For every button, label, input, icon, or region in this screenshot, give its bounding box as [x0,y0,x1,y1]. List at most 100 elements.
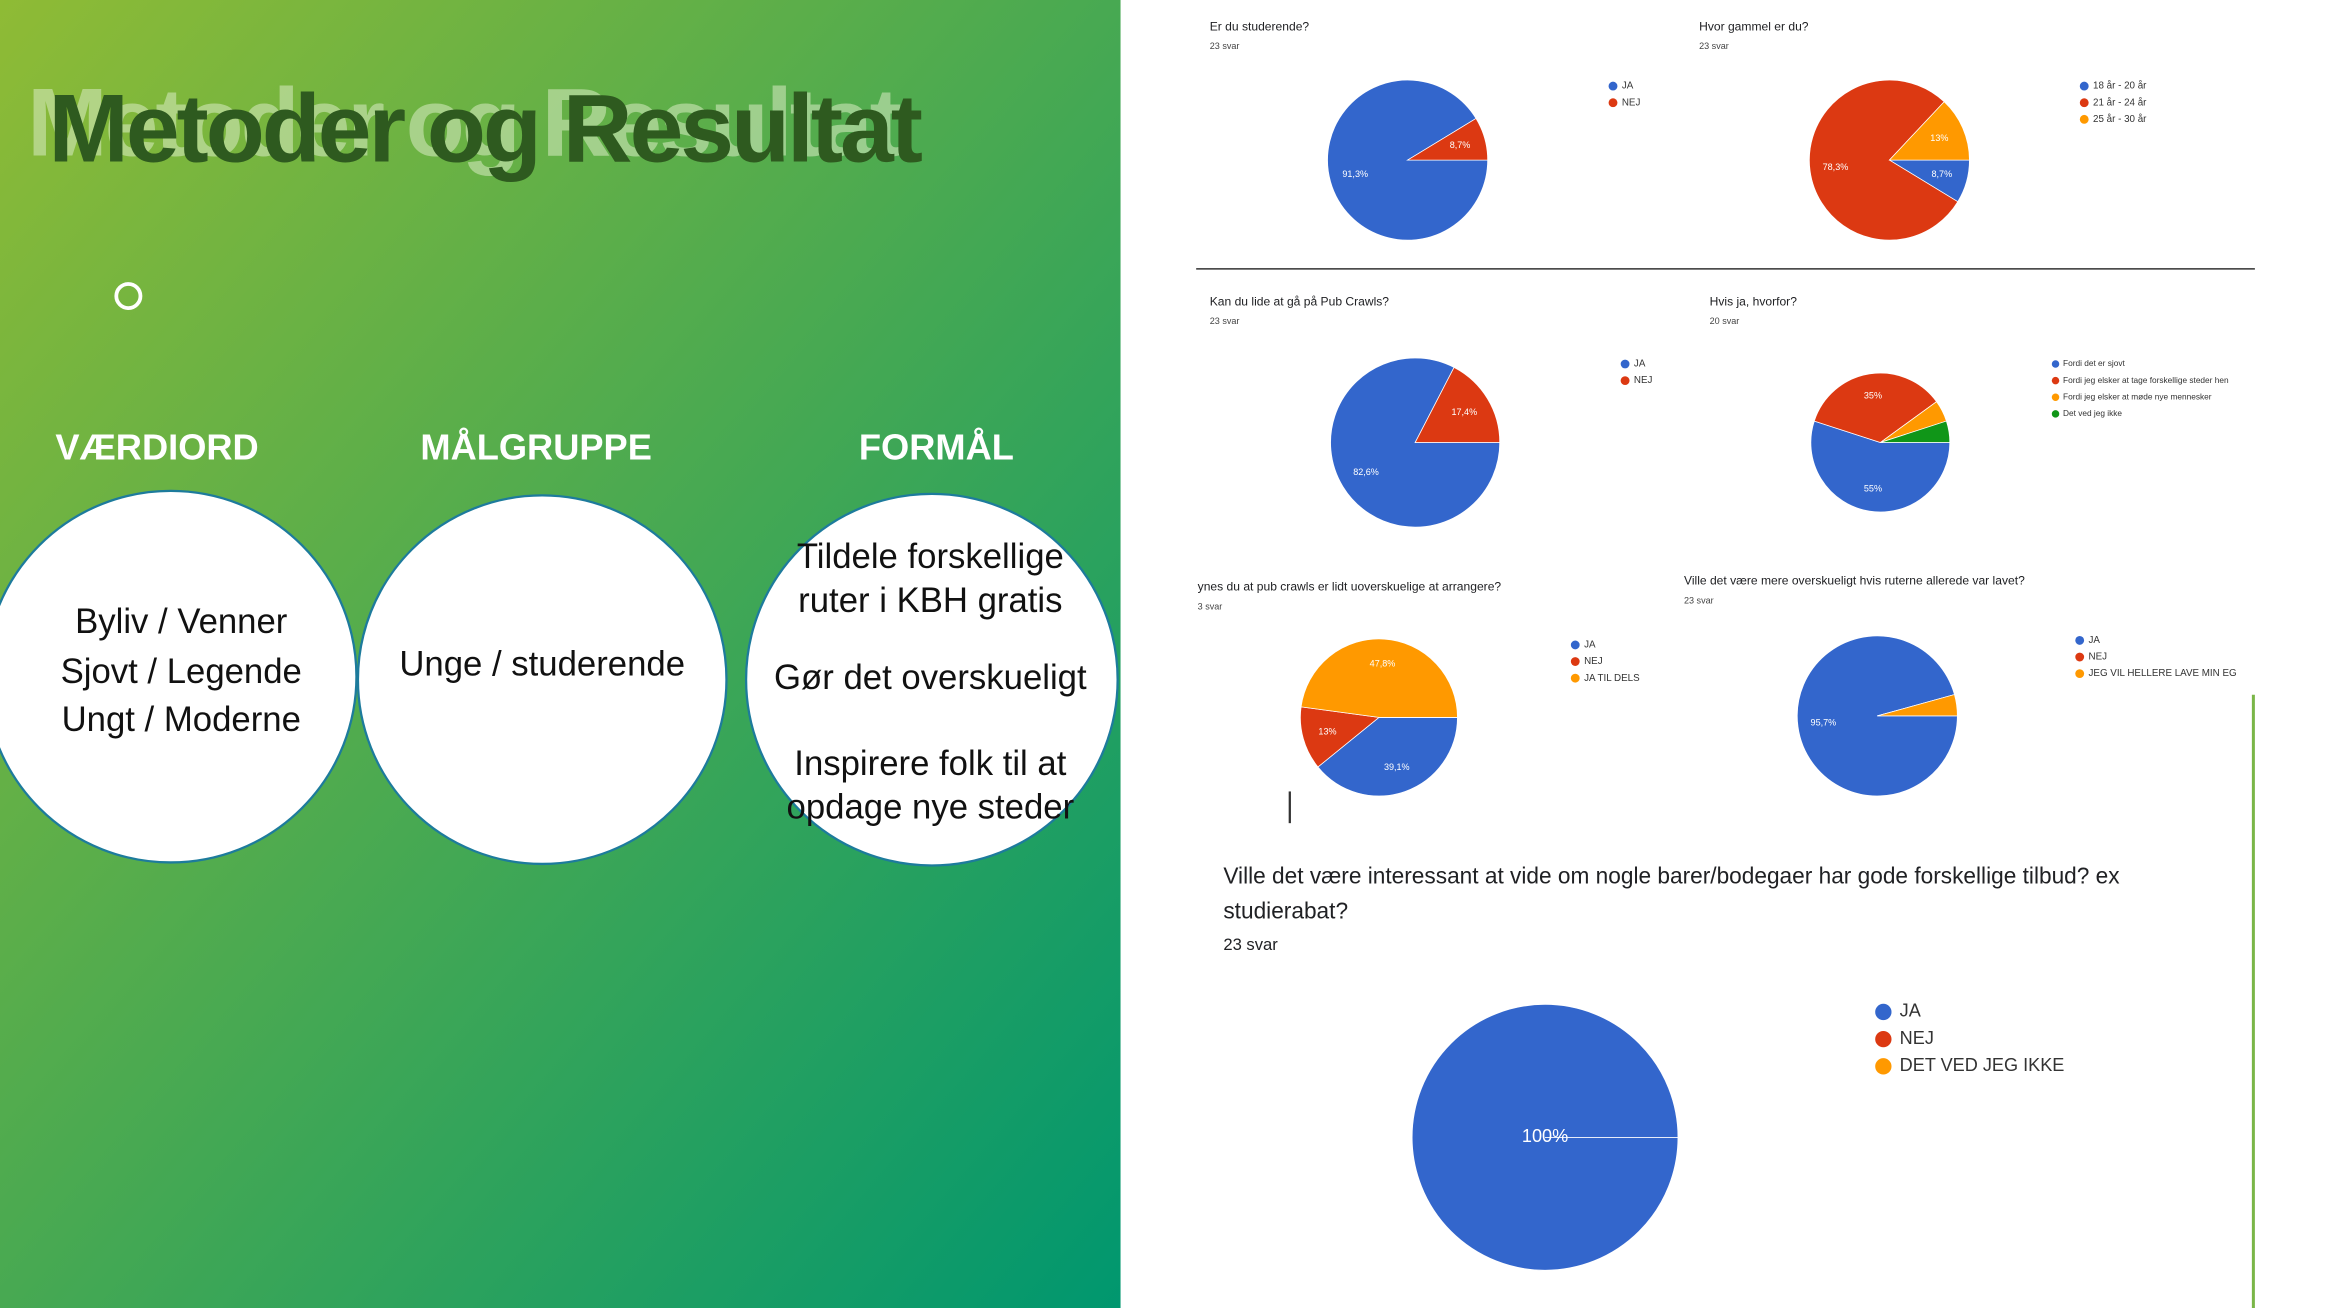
chart-title: Ville det være interessant at vide om no… [1223,863,2120,925]
value-label: 55% [1864,484,1882,494]
legend-dot [2075,652,2085,662]
legend-dot [1570,640,1580,650]
legend-label: 21 år - 24 år [2093,97,2147,108]
chart-title: Hvor gammel er du? [1699,19,1809,33]
pie-slice [1406,117,1489,161]
title-shadow: Metoder og Resultat [27,68,900,176]
column-circle [744,492,1119,867]
pie-slice [1317,717,1458,797]
column-heading: MÅLGRUPPE [420,427,652,468]
legend-dot [1620,376,1630,386]
column-heading: FORMÅL [859,427,1014,468]
column-circle [0,489,358,864]
pie-slice [1300,638,1458,718]
legend-dot [1875,1003,1892,1021]
legend-label: JA [1900,1001,1922,1021]
legend-dot [1620,359,1630,369]
legend-label: 25 år - 30 år [2093,114,2147,125]
chart-subtitle: 23 svar [1210,41,1240,51]
chart-subtitle: 23 svar [1684,596,1714,606]
legend-dot [1875,1058,1892,1075]
legend-dot [2051,360,2060,368]
legend-label: JEG VIL HELLERE LAVE MIN EG [2089,668,2237,679]
legend-label: JA [1584,640,1596,651]
column-text: Byliv / Venner [75,603,287,641]
legend-label: Fordi det er sjovt [2063,358,2125,368]
chart-title: Hvis ja, hvorfor? [1710,294,1798,308]
legend-label: NEJ [1622,97,1641,108]
pie-slice [1810,420,1951,513]
legend-dot [1608,98,1618,108]
column-text: Ungt / Moderne [62,701,301,739]
legend-dot [2051,410,2060,418]
column-circle [356,494,728,866]
chart-title: ynes du at pub crawls er lidt uoverskuel… [1198,580,1502,594]
chart-title: Ville det være mere overskueligt hvis ru… [1684,574,2025,588]
legend-label: 18 år - 20 år [2093,81,2147,92]
legend-dot [2075,635,2085,645]
slide-title: Metoder og Resultat [48,74,921,182]
legend-label: NEJ [1634,375,1653,386]
value-label: 13% [1318,726,1336,736]
chart-subtitle: 3 svar [1198,602,1223,612]
column-text: ruter i KBH gratis [798,582,1062,620]
column-heading: VÆRDIORD [55,427,258,468]
column-text: opdage nye steder [787,789,1075,827]
legend-dot [1875,1030,1892,1048]
value-label: 8,7% [1931,169,1952,179]
value-label: 82,6% [1353,467,1379,477]
legend-dot [2051,393,2060,401]
pie-slice [1877,694,1958,717]
legend-label: JA [1634,359,1646,370]
pie-slice [1414,366,1501,443]
value-label: 100% [1522,1126,1568,1146]
value-label: 47,8% [1370,659,1396,669]
legend-dot [2075,669,2085,679]
column-text: Tildele forskellige [797,538,1064,576]
bullet [114,282,143,311]
chart-subtitle: 20 svar [1710,316,1740,326]
value-label: 17,4% [1451,407,1477,417]
legend-label: Det ved jeg ikke [2063,408,2122,418]
pie-slice [1880,420,1951,443]
column-text: Unge / studerende [399,645,685,683]
chart-subtitle: 23 svar [1699,41,1729,51]
legend-label: Fordi jeg elsker at møde nye mennesker [2063,391,2212,401]
pie-slice [1808,79,1959,241]
pie-slice [1813,372,1938,443]
legend-dot [2079,114,2089,124]
legend-label: NEJ [2089,652,2108,663]
value-label: 78,3% [1823,162,1849,172]
value-label: 35% [1864,390,1882,400]
legend-label: NEJ [1584,656,1603,667]
legend-dot [2079,98,2089,108]
chart-title: Kan du lide at gå på Pub Crawls? [1210,294,1390,308]
legend-dot [2079,81,2089,91]
value-label: 8,7% [1450,140,1471,150]
value-label: 95,7% [1811,718,1837,728]
column-text: Sjovt / Legende [61,653,302,691]
legend-dot [1608,81,1618,91]
legend-label: Fordi jeg elsker at tage forskellige ste… [2063,375,2229,385]
pie-slice [1300,706,1380,768]
legend-label: JA [1622,81,1634,92]
value-label: 39,1% [1384,762,1410,772]
legend-label: JA [2089,635,2101,646]
chart-subtitle: 23 svar [1210,316,1240,326]
legend-label: DET VED JEG IKKE [1900,1055,2065,1075]
column-text: Gør det overskueligt [774,659,1087,697]
pie-slice [1888,101,1970,161]
column-text: Inspirere folk til at [794,745,1066,783]
legend-dot [2051,376,2060,385]
value-label: 91,3% [1342,169,1368,179]
chart-title-box: Ville det være interessant at vide om no… [1223,863,2120,925]
legend-label: JA TIL DELS [1584,673,1640,684]
legend-label: NEJ [1900,1028,1934,1048]
value-label: 13% [1930,133,1948,143]
chart-title: Er du studerende? [1210,19,1310,33]
chart-subtitle: 23 svar [1223,935,1278,954]
legend-dot [1570,657,1580,666]
right-panel [1120,0,2344,1308]
